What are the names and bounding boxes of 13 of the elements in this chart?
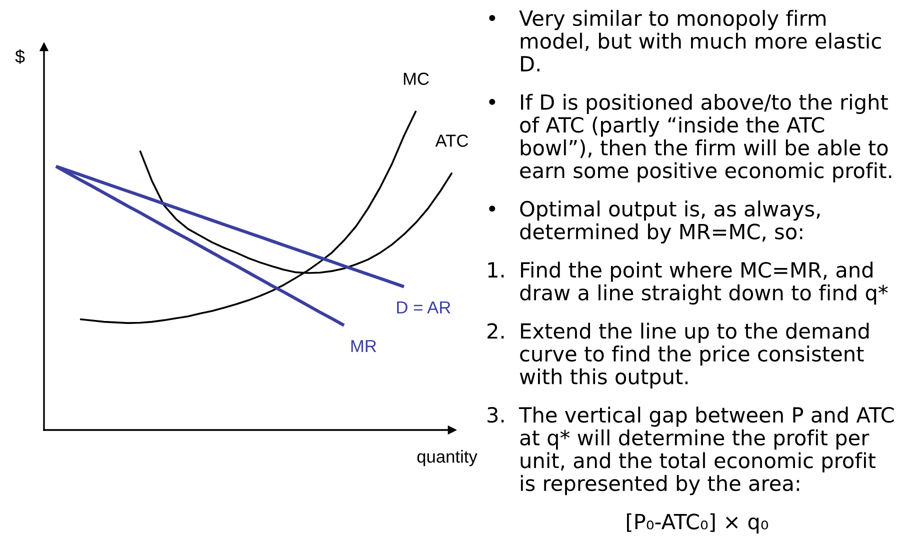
series-label: MR <box>351 340 376 352</box>
text: 1. Find the point where MC=MR, and draw a line straight down to find q* <box>488 262 888 305</box>
text: • Very similar to monopoly firm model, but with much more elastic D. <box>489 10 881 72</box>
text: 3. The vertical gap between P and ATC at q* will determine the profit per unit, and the total economic profit is represented by the area: <box>488 406 894 496</box>
series-label: ATC <box>435 134 468 147</box>
text: • If D is positioned above/to the right of ATC (partly “inside the ATC bowl”), then the firm will be able to earn some positive economic profit. <box>489 94 892 182</box>
series-label: MC <box>404 72 429 85</box>
text: 2. Extend the line up to the demand curve to find the price consistent with this output. <box>488 322 869 388</box>
x-axis-title: quantity <box>417 450 478 466</box>
series-label: D = AR <box>397 301 450 314</box>
text: • Optimal output is, as always, determined by MR=MC, so: <box>489 200 820 244</box>
y-axis-title: $ <box>15 49 25 64</box>
text: [P₀-ATC₀] × q₀ <box>627 513 768 534</box>
